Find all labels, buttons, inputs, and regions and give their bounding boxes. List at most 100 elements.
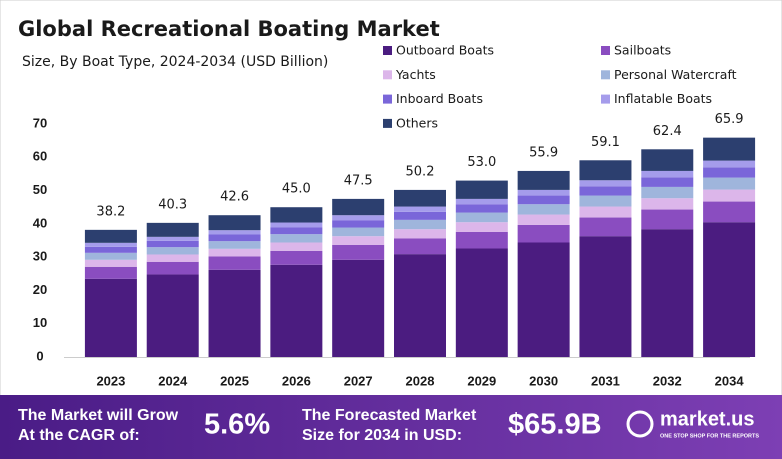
x-tick-label: 2031 xyxy=(591,373,620,388)
bar-segment xyxy=(84,278,137,357)
bar-segment xyxy=(703,160,756,168)
x-tick-label: 2032 xyxy=(653,373,682,388)
bar-segment xyxy=(455,231,508,249)
total-label: 50.2 xyxy=(406,164,435,179)
legend-label: Personal Watercraft xyxy=(614,67,737,82)
x-tick-label: 2026 xyxy=(282,373,311,388)
legend-swatch xyxy=(601,94,610,104)
bar-segment xyxy=(270,250,323,265)
bar-segment xyxy=(84,229,137,243)
total-label: 45.0 xyxy=(282,182,311,197)
bar-segment xyxy=(455,248,508,357)
bar-segment xyxy=(579,180,632,187)
legend-label: Others xyxy=(396,115,438,130)
bar-segment xyxy=(394,238,446,255)
bar-segment xyxy=(579,206,632,218)
y-tick-label: 40 xyxy=(33,215,47,230)
bar-segment xyxy=(84,242,137,247)
forecast-text: The Forecasted Market xyxy=(302,407,477,424)
bar-segment xyxy=(394,254,446,357)
y-tick-label: 10 xyxy=(33,315,47,330)
legend-label: Inboard Boats xyxy=(396,91,483,106)
total-label: 59.1 xyxy=(591,135,620,150)
total-label: 65.9 xyxy=(715,112,744,127)
bar-segment xyxy=(641,149,694,171)
cagr-text: At the CAGR of: xyxy=(18,427,140,444)
total-label: 42.6 xyxy=(220,190,249,205)
total-label: 62.4 xyxy=(653,124,682,139)
bar-segment xyxy=(146,240,199,248)
bar-segment xyxy=(208,215,261,231)
bar-segment xyxy=(394,206,446,212)
brand: market.us xyxy=(660,408,755,430)
bar-segment xyxy=(332,227,385,237)
x-tick-label: 2024 xyxy=(158,373,188,388)
chart-title: Global Recreational Boating Market xyxy=(18,17,440,41)
bar-segment xyxy=(270,222,323,228)
bar-segment xyxy=(517,189,570,196)
x-tick-label: 2023 xyxy=(96,373,125,388)
bar-segment xyxy=(641,209,694,230)
bar-segment xyxy=(641,186,694,199)
bar-segment xyxy=(455,212,508,223)
bar-segment xyxy=(579,236,632,357)
bar-segment xyxy=(394,229,446,239)
bar-segment xyxy=(517,195,570,205)
bar-segment xyxy=(703,201,756,223)
total-label: 38.2 xyxy=(96,204,125,219)
legend-label: Sailboats xyxy=(614,43,671,58)
bar-segment xyxy=(703,167,756,178)
bar-segment xyxy=(84,252,137,260)
y-tick-label: 60 xyxy=(33,149,47,164)
bar-segment xyxy=(146,261,199,275)
bar-segment xyxy=(641,198,694,210)
legend-label: Yachts xyxy=(395,67,436,82)
bar-segment xyxy=(332,236,385,245)
bar-segment xyxy=(146,222,199,237)
legend-swatch xyxy=(601,70,610,80)
chart-subtitle: Size, By Boat Type, 2024-2034 (USD Billi… xyxy=(22,54,328,70)
bar-segment xyxy=(455,222,508,232)
tagline: ONE STOP SHOP FOR THE REPORTS xyxy=(660,433,759,439)
bar-segment xyxy=(641,229,694,357)
brand-logo xyxy=(626,410,654,438)
bar-segment xyxy=(455,204,508,213)
total-label: 47.5 xyxy=(344,173,373,188)
forecast-value: $65.9B xyxy=(508,409,602,441)
bar-segment xyxy=(270,234,323,243)
bar-segment xyxy=(517,242,570,357)
bar-segment xyxy=(332,220,385,228)
bar-segment xyxy=(641,177,694,187)
bar-segment xyxy=(703,222,756,357)
bar-segment xyxy=(394,219,446,230)
bar-segment xyxy=(208,269,261,357)
bar-segment xyxy=(208,248,261,257)
bar-segment xyxy=(146,236,199,241)
total-label: 40.3 xyxy=(158,197,187,212)
x-tick-label: 2027 xyxy=(344,373,373,388)
bar-segment xyxy=(703,177,756,190)
bar-segment xyxy=(146,254,199,262)
legend-label: Outboard Boats xyxy=(396,43,494,58)
bar-segment xyxy=(270,207,323,223)
bar-segment xyxy=(270,242,323,251)
y-tick-label: 30 xyxy=(33,249,47,264)
bar-segment xyxy=(394,211,446,220)
bar-segment xyxy=(641,170,694,178)
bar-segment xyxy=(270,264,323,357)
bar-segment xyxy=(208,230,261,235)
forecast-text: Size for 2034 in USD: xyxy=(302,427,462,444)
bar-segment xyxy=(517,224,570,243)
bar-segment xyxy=(84,246,137,253)
bar-segment xyxy=(84,259,137,267)
x-tick-label: 2030 xyxy=(529,373,558,388)
bar-segment xyxy=(517,214,570,225)
legend-swatch xyxy=(383,46,392,55)
bar-segment xyxy=(208,241,261,249)
bar-segment xyxy=(332,259,385,357)
bar-segment xyxy=(332,244,385,260)
legend-label: Inflatable Boats xyxy=(614,91,712,106)
bar-segment xyxy=(703,137,756,161)
bar-segment xyxy=(332,198,385,216)
